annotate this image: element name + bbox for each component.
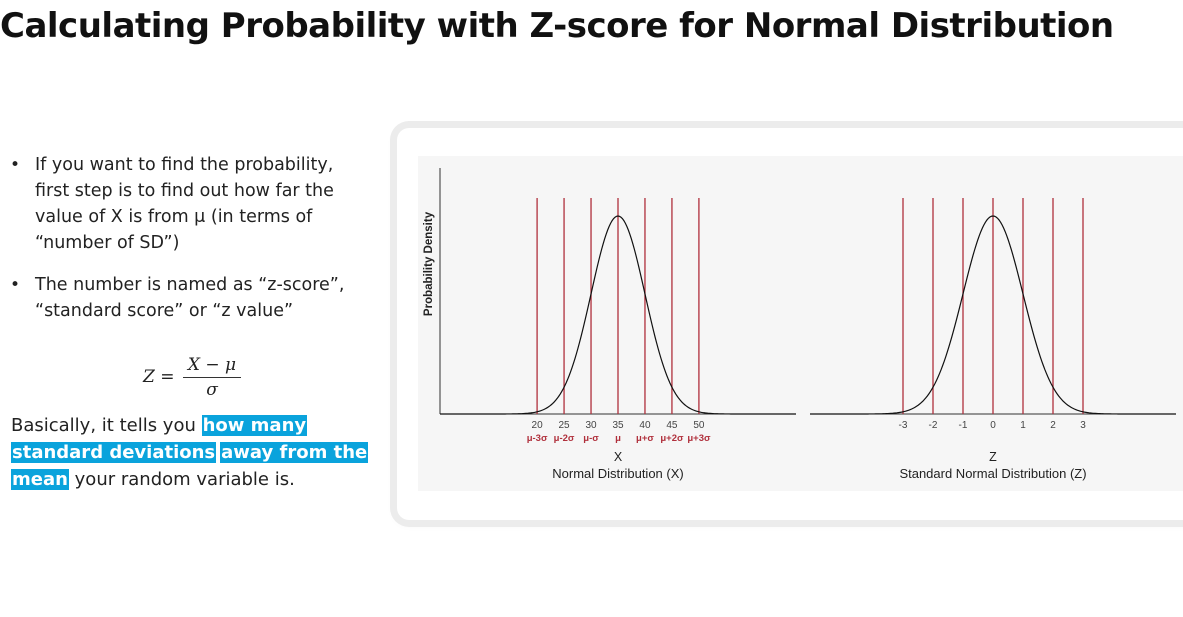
- summary-prefix: Basically, it tells you: [11, 415, 202, 436]
- tick-sublabel-1-4: μ+σ: [636, 433, 654, 444]
- density-curve-2: [810, 215, 1176, 415]
- tick-label-2-5: 2: [1050, 420, 1056, 431]
- chart-caption-2: Standard Normal Distribution (Z): [899, 466, 1086, 481]
- tick-label-2-3: 0: [990, 420, 996, 431]
- tick-label-2-2: -1: [959, 420, 968, 431]
- tick-label-2-0: -3: [899, 420, 908, 431]
- tick-sublabel-1-6: μ+3σ: [687, 433, 711, 444]
- tick-label-2-6: 3: [1080, 420, 1086, 431]
- distribution-figure: Probability Density 20 μ-3σ 25 μ-2σ 30 μ-σ 35 μ 4…: [418, 156, 1183, 491]
- bullet-glyph: •: [10, 155, 21, 175]
- tick-label-1-0: 20: [532, 420, 544, 431]
- tick-sublabel-1-3: μ: [615, 433, 621, 444]
- tick-label-2-4: 1: [1020, 420, 1026, 431]
- tick-sublabel-1-0: μ-3σ: [527, 433, 548, 444]
- highlight-mean: mean: [11, 469, 69, 490]
- bullet-text: If you want to find the probability, fir…: [35, 155, 334, 253]
- summary-suffix: your random variable is.: [68, 469, 295, 490]
- highlight-away-from-the: away from the: [220, 442, 369, 463]
- tick-sublabel-1-5: μ+2σ: [660, 433, 684, 444]
- tick-label-1-2: 30: [585, 420, 597, 431]
- y-axis-label: Probability Density: [423, 211, 435, 316]
- fraction-bar: [183, 377, 241, 378]
- tick-label-1-6: 50: [693, 420, 705, 431]
- tick-sublabel-1-1: μ-2σ: [554, 433, 575, 444]
- page-title: Calculating Probability with Z-score for…: [0, 6, 1114, 46]
- formula-numerator: X − μ: [187, 355, 237, 375]
- x-axis-label-2: Z: [989, 450, 997, 464]
- formula-lhs: Z =: [143, 367, 175, 387]
- tick-label-2-1: -2: [929, 420, 938, 431]
- highlight-standard-deviations: standard deviations: [11, 442, 217, 463]
- bullet-list: • If you want to find the probability, f…: [10, 152, 370, 340]
- z-score-formula: Z = X − μ σ: [143, 355, 253, 401]
- tick-label-1-5: 45: [666, 420, 678, 431]
- distribution-chart: Probability Density20μ-3σ25μ-2σ30μ-σ35μ4…: [423, 168, 1176, 481]
- x-axis-label-1: X: [614, 450, 623, 464]
- bullet-item: • If you want to find the probability, f…: [10, 152, 370, 256]
- tick-sublabel-1-2: μ-σ: [583, 433, 599, 444]
- tick-label-1-4: 40: [639, 420, 651, 431]
- density-curve-1: [440, 215, 796, 415]
- tick-label-1-3: 35: [612, 420, 624, 431]
- bullet-item: • The number is named as “z-score”, “sta…: [10, 272, 370, 324]
- bullet-text: The number is named as “z-score”, “stand…: [35, 275, 345, 321]
- highlight-how-many: how many: [201, 415, 308, 436]
- formula-denominator: σ: [206, 380, 218, 400]
- tick-label-1-1: 25: [558, 420, 570, 431]
- bullet-glyph: •: [10, 275, 21, 295]
- summary-text: Basically, it tells you how many standard…: [11, 412, 371, 493]
- chart-caption-1: Normal Distribution (X): [552, 466, 683, 481]
